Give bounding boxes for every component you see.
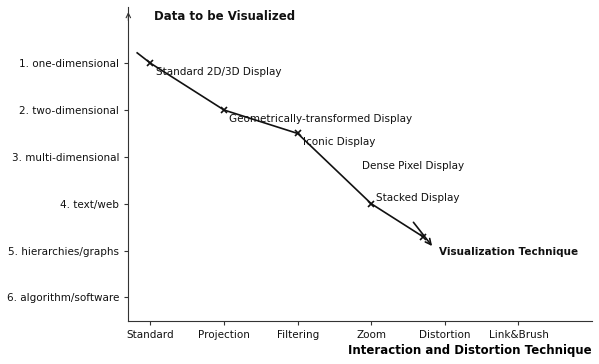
Text: Standard 2D/3D Display: Standard 2D/3D Display	[156, 67, 281, 77]
Text: Iconic Display: Iconic Display	[302, 137, 375, 147]
Text: Geometrically-transformed Display: Geometrically-transformed Display	[229, 114, 412, 124]
Text: Dense Pixel Display: Dense Pixel Display	[362, 161, 464, 171]
Text: Visualization Technique: Visualization Technique	[439, 247, 578, 257]
Text: Data to be Visualized: Data to be Visualized	[154, 10, 295, 23]
Text: Stacked Display: Stacked Display	[376, 193, 460, 203]
X-axis label: Interaction and Distortion Technique: Interaction and Distortion Technique	[349, 344, 592, 357]
